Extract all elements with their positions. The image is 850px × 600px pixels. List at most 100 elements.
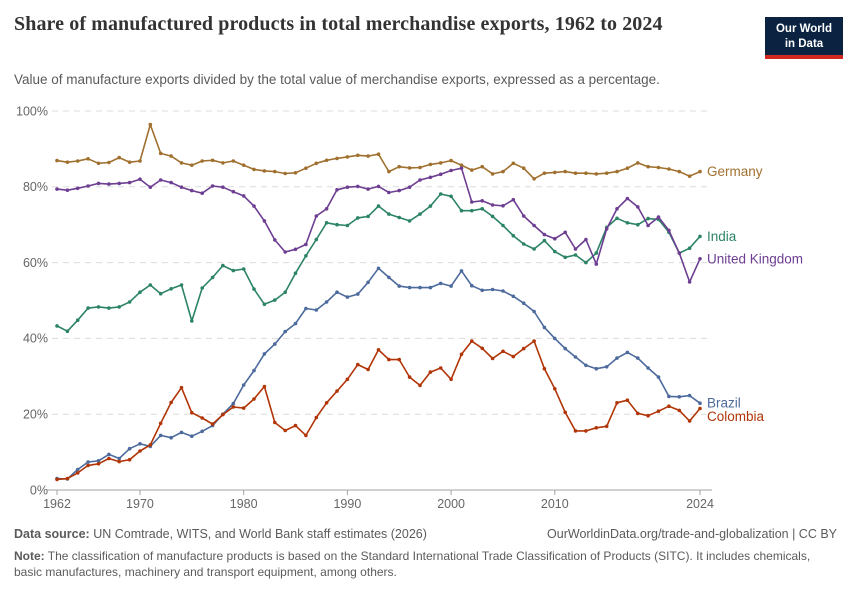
data-point-india-1991 xyxy=(356,216,360,220)
owid-logo[interactable]: Our World in Data xyxy=(765,17,843,60)
data-point-brazil-2023 xyxy=(687,393,692,398)
data-point-india-1983 xyxy=(273,298,277,302)
data-source-label: Data source: xyxy=(14,527,90,541)
data-point-brazil-2000 xyxy=(449,284,453,288)
data-point-germany-1980 xyxy=(241,163,246,167)
data-point-brazil-2019 xyxy=(646,366,650,370)
data-point-colombia-1963 xyxy=(65,476,70,481)
data-point-brazil-1967 xyxy=(107,452,111,457)
data-point-brazil-1999 xyxy=(438,281,443,286)
data-point-united-kingdom-1967 xyxy=(107,182,111,186)
data-point-germany-2004 xyxy=(490,172,495,176)
data-point-united-kingdom-1974 xyxy=(179,185,184,189)
data-point-colombia-1999 xyxy=(438,366,443,370)
data-point-colombia-1977 xyxy=(210,422,215,426)
data-point-united-kingdom-1987 xyxy=(314,214,319,218)
data-point-united-kingdom-2011 xyxy=(563,230,567,235)
data-point-india-1978 xyxy=(221,263,225,268)
data-point-colombia-1968 xyxy=(117,459,121,464)
data-point-india-1985 xyxy=(293,271,298,275)
data-point-germany-1993 xyxy=(376,152,381,156)
data-point-colombia-1978 xyxy=(221,412,225,417)
data-point-colombia-1967 xyxy=(107,456,111,461)
x-tick-label-1970: 1970 xyxy=(126,497,154,511)
data-point-brazil-1980 xyxy=(241,383,246,387)
y-tick-label-0: 0% xyxy=(30,483,48,497)
data-point-brazil-2017 xyxy=(625,350,630,355)
series-label-united-kingdom[interactable]: United Kingdom xyxy=(707,251,803,266)
data-point-colombia-1986 xyxy=(304,433,308,438)
series-label-colombia[interactable]: Colombia xyxy=(707,409,765,424)
data-point-colombia-2024 xyxy=(698,406,702,411)
data-point-united-kingdom-2023 xyxy=(687,280,692,284)
data-point-brazil-1986 xyxy=(304,306,308,311)
data-point-colombia-2009 xyxy=(542,366,547,371)
data-point-colombia-2016 xyxy=(615,401,619,405)
data-point-brazil-2016 xyxy=(615,356,619,360)
data-point-colombia-1991 xyxy=(356,362,360,367)
data-point-united-kingdom-1982 xyxy=(262,219,267,223)
data-point-brazil-2003 xyxy=(480,288,485,293)
series-line-colombia[interactable] xyxy=(56,340,701,481)
data-point-india-1969 xyxy=(127,300,132,304)
data-point-india-1964 xyxy=(75,318,80,322)
data-point-united-kingdom-1968 xyxy=(117,181,121,186)
data-point-united-kingdom-1997 xyxy=(418,178,422,182)
data-point-united-kingdom-2012 xyxy=(573,247,578,251)
data-point-brazil-1998 xyxy=(428,285,433,290)
data-point-brazil-2006 xyxy=(511,294,516,299)
data-point-india-1994 xyxy=(387,212,391,216)
data-point-india-2009 xyxy=(542,238,547,243)
data-point-germany-2007 xyxy=(521,166,526,170)
data-point-united-kingdom-2015 xyxy=(604,227,609,231)
data-point-united-kingdom-1969 xyxy=(127,180,132,185)
owid-logo-line1: Our World xyxy=(775,23,832,35)
data-point-brazil-2015 xyxy=(604,365,609,369)
data-point-colombia-2012 xyxy=(573,429,578,433)
data-point-india-2013 xyxy=(584,260,588,265)
data-point-colombia-2000 xyxy=(449,377,453,382)
data-point-colombia-2008 xyxy=(532,339,536,343)
data-point-colombia-1998 xyxy=(428,370,433,374)
data-point-colombia-1982 xyxy=(262,384,267,389)
data-point-germany-2014 xyxy=(594,172,599,176)
data-point-brazil-1964 xyxy=(75,467,80,472)
data-point-germany-1999 xyxy=(438,161,443,165)
data-point-brazil-2009 xyxy=(542,325,547,330)
data-point-colombia-2005 xyxy=(501,349,505,354)
data-point-brazil-1984 xyxy=(283,329,288,334)
data-point-germany-2013 xyxy=(584,171,588,175)
series-label-india[interactable]: India xyxy=(707,229,737,244)
x-tick-label-1962: 1962 xyxy=(43,497,71,511)
data-point-india-2018 xyxy=(636,222,640,227)
data-point-germany-1989 xyxy=(335,156,339,161)
data-point-germany-1973 xyxy=(169,154,173,158)
page-title: Share of manufactured products in total … xyxy=(14,13,663,35)
data-point-brazil-2011 xyxy=(563,346,567,351)
data-point-india-1968 xyxy=(117,305,121,309)
data-point-colombia-2006 xyxy=(511,354,516,359)
series-label-germany[interactable]: Germany xyxy=(707,164,763,179)
data-point-brazil-1970 xyxy=(138,442,142,446)
data-point-colombia-1976 xyxy=(200,416,204,420)
data-point-germany-1991 xyxy=(356,153,360,158)
data-point-brazil-2022 xyxy=(677,395,682,399)
data-point-india-1987 xyxy=(314,237,319,242)
data-point-germany-2011 xyxy=(563,169,567,174)
series-line-germany[interactable] xyxy=(56,123,701,180)
data-point-germany-2010 xyxy=(553,170,557,175)
data-point-united-kingdom-1991 xyxy=(356,184,360,189)
series-line-brazil[interactable] xyxy=(56,267,701,480)
data-point-brazil-1983 xyxy=(273,342,277,346)
data-point-germany-1984 xyxy=(283,171,288,176)
y-tick-label-60: 60% xyxy=(23,256,48,270)
data-point-colombia-2002 xyxy=(470,339,474,343)
series-label-brazil[interactable]: Brazil xyxy=(707,396,741,411)
data-point-united-kingdom-1978 xyxy=(221,185,225,189)
data-point-colombia-2001 xyxy=(459,352,464,357)
owid-url-link[interactable]: OurWorldinData.org/trade-and-globalizati… xyxy=(547,527,837,541)
y-tick-label-100: 100% xyxy=(16,104,48,118)
data-point-united-kingdom-2001 xyxy=(459,166,464,170)
data-point-india-1981 xyxy=(252,287,256,291)
